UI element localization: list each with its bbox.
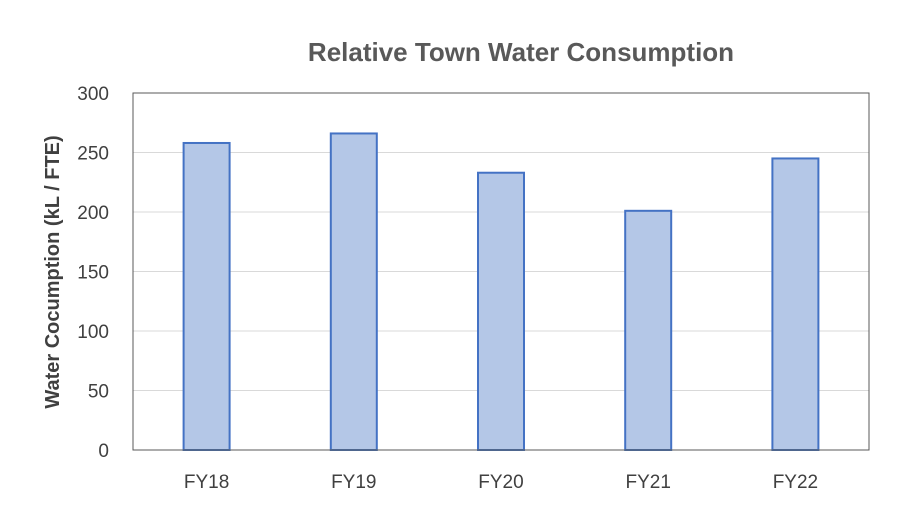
y-tick-label: 0 bbox=[98, 441, 109, 462]
y-axis-label: Water Cocumption (kL / FTE) bbox=[42, 135, 64, 408]
bar-fy19 bbox=[329, 132, 378, 452]
x-tick-label: FY19 bbox=[331, 472, 376, 493]
y-tick-label: 100 bbox=[77, 322, 109, 343]
bar-fy21 bbox=[624, 209, 673, 451]
bar-fy20 bbox=[477, 171, 525, 451]
y-tick-label: 300 bbox=[77, 84, 109, 105]
bar-fy22 bbox=[771, 157, 820, 451]
y-tick-label: 150 bbox=[77, 263, 109, 284]
bar-fy18 bbox=[182, 141, 231, 451]
plot-area-border bbox=[132, 92, 870, 451]
x-axis-ticks: FY18 FY19 FY20 FY21 FY22 bbox=[184, 472, 818, 493]
y-tick-label: 200 bbox=[77, 203, 109, 224]
y-tick-label: 50 bbox=[88, 382, 109, 403]
chart-title: Relative Town Water Consumption bbox=[308, 37, 734, 67]
bars bbox=[182, 132, 820, 452]
y-tick-label: 250 bbox=[77, 144, 109, 165]
x-tick-label: FY20 bbox=[478, 472, 523, 493]
x-tick-label: FY22 bbox=[773, 472, 818, 493]
y-axis-ticks: 0 50 100 150 200 250 300 bbox=[77, 84, 109, 462]
x-tick-label: FY18 bbox=[184, 472, 229, 493]
x-tick-label: FY21 bbox=[625, 472, 670, 493]
